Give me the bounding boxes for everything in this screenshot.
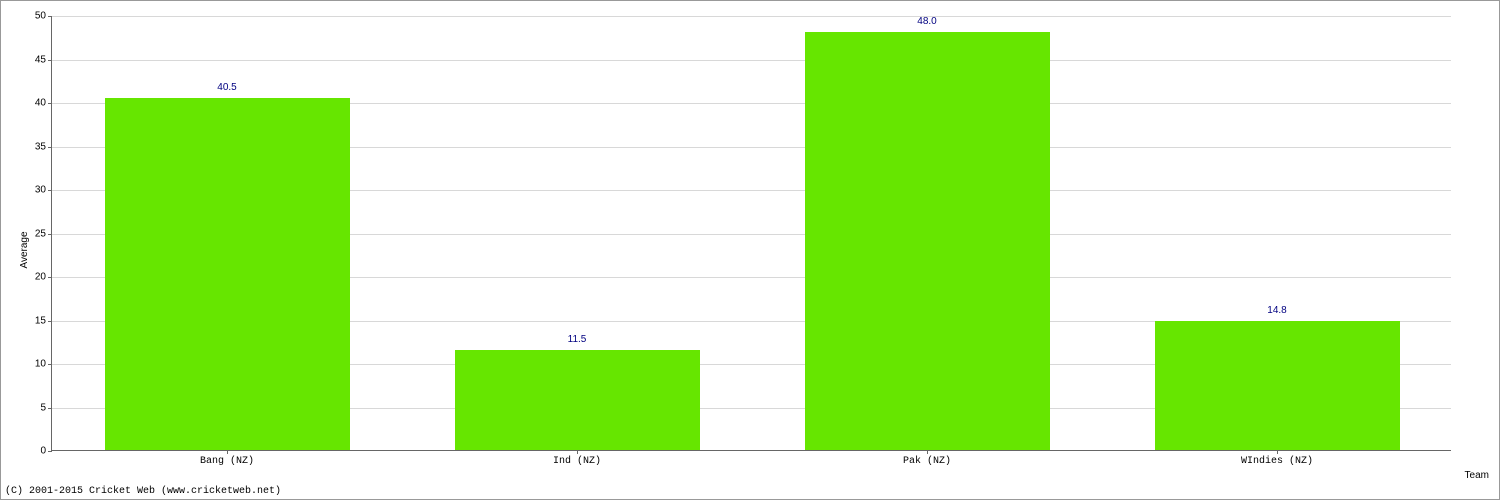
x-tick-label: Pak (NZ) [903,450,951,467]
grid-line [52,16,1451,17]
y-tick-label: 45 [35,54,52,65]
y-tick-label: 35 [35,141,52,152]
value-label: 14.8 [1267,305,1286,322]
bar [455,350,700,450]
y-tick-label: 50 [35,11,52,22]
bar [1155,321,1400,450]
bar [105,98,350,450]
y-tick-label: 20 [35,272,52,283]
y-tick-label: 40 [35,98,52,109]
y-tick-label: 5 [40,402,52,413]
y-tick-label: 10 [35,359,52,370]
x-tick-label: Ind (NZ) [553,450,601,467]
y-tick-label: 30 [35,185,52,196]
y-tick-label: 25 [35,228,52,239]
y-tick-label: 0 [40,446,52,457]
chart-container: Average 0510152025303540455040.5Bang (NZ… [0,0,1500,500]
value-label: 11.5 [568,334,587,351]
x-tick-label: WIndies (NZ) [1241,450,1313,467]
y-axis-label: Average [19,231,30,268]
copyright-text: (C) 2001-2015 Cricket Web (www.cricketwe… [5,486,281,497]
bar [805,32,1050,450]
value-label: 48.0 [917,16,936,33]
y-tick-label: 15 [35,315,52,326]
x-axis-label: Team [1465,470,1489,481]
value-label: 40.5 [217,82,236,99]
plot-area: 0510152025303540455040.5Bang (NZ)11.5Ind… [51,16,1451,451]
x-tick-label: Bang (NZ) [200,450,254,467]
grid-line [52,60,1451,61]
